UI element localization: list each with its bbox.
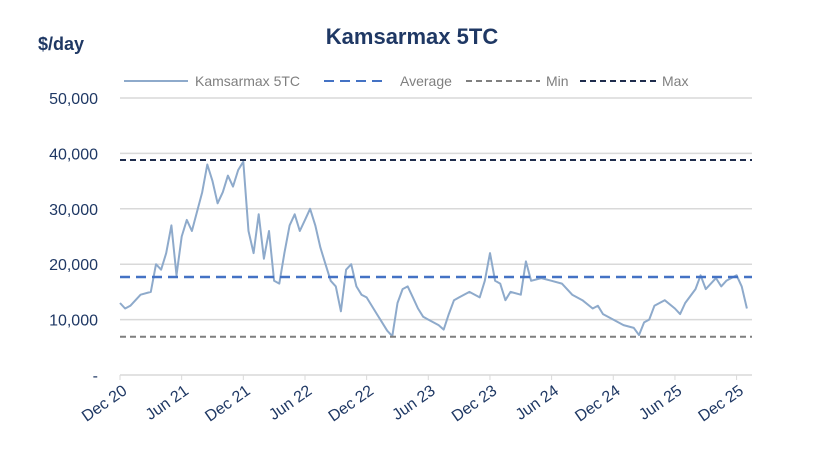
x-tick-label: Dec 20 bbox=[79, 382, 130, 425]
x-tick-label: Dec 25 bbox=[696, 382, 747, 425]
x-tick-label: Dec 24 bbox=[572, 382, 623, 425]
x-tick-label: Jun 24 bbox=[513, 382, 562, 424]
x-tick-label: Dec 23 bbox=[449, 382, 500, 425]
legend-label: Average bbox=[400, 73, 452, 89]
y-tick-label: 10,000 bbox=[49, 313, 98, 330]
series-line-kamsarmax-5tc bbox=[119, 160, 748, 338]
x-tick-label: Jun 23 bbox=[389, 382, 438, 424]
x-tick-label: Jun 22 bbox=[266, 382, 315, 424]
x-tick-label: Dec 21 bbox=[202, 382, 253, 425]
y-tick-label: 20,000 bbox=[49, 257, 98, 274]
chart-title: Kamsarmax 5TC bbox=[325, 24, 499, 49]
x-tick-label: Dec 22 bbox=[326, 382, 377, 425]
y-tick-label: 40,000 bbox=[49, 146, 98, 163]
y-tick-label: 50,000 bbox=[49, 91, 98, 108]
y-tick-label: 30,000 bbox=[49, 202, 98, 219]
x-tick-label: Jun 21 bbox=[143, 382, 192, 424]
legend-label: Max bbox=[662, 73, 688, 89]
y-tick-label: - bbox=[93, 368, 98, 385]
legend-label: Kamsarmax 5TC bbox=[195, 73, 300, 89]
x-tick-label: Jun 25 bbox=[636, 382, 685, 424]
y-axis-label: $/day bbox=[38, 34, 85, 54]
legend-label: Min bbox=[546, 73, 569, 89]
